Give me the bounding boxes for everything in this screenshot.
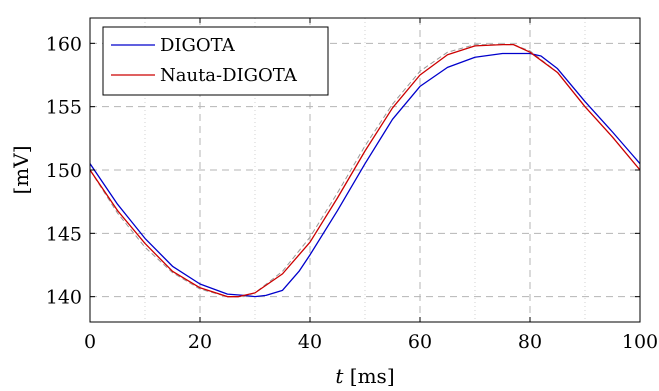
x-tick-label: 0: [84, 331, 96, 353]
y-tick-label: 155: [46, 97, 82, 119]
y-tick-label: 150: [46, 160, 82, 182]
grid-layer: [90, 18, 640, 322]
x-tick-label: 80: [518, 331, 542, 353]
x-axis-label-var: t: [335, 364, 344, 388]
series-line-reference-dashed: [89, 44, 641, 298]
x-tick-label: 60: [408, 331, 432, 353]
series-line-digota: [89, 52, 641, 298]
y-axis-label: [mV]: [9, 145, 33, 194]
y-tick-label: 160: [46, 33, 82, 55]
x-tick-label: 40: [298, 331, 322, 353]
tick-layer: 0 20 40 60 80 100 140 145 150 155 160: [46, 18, 658, 353]
x-tick-label: 20: [188, 331, 212, 353]
series-layer: [89, 43, 641, 298]
y-tick-label: 140: [46, 287, 82, 309]
x-axis-label-unit: [ms]: [350, 364, 395, 388]
x-tick-label: 100: [622, 331, 658, 353]
series-line-nauta-digota: [89, 43, 641, 298]
x-axis-label: t [ms]: [335, 364, 394, 388]
legend-label-nauta-digota: Nauta-DIGOTA: [160, 65, 298, 86]
legend-box: [102, 26, 329, 96]
legend: DIGOTA Nauta-DIGOTA: [102, 26, 329, 96]
y-tick-label: 145: [46, 223, 82, 245]
legend-label-digota: DIGOTA: [160, 35, 236, 56]
